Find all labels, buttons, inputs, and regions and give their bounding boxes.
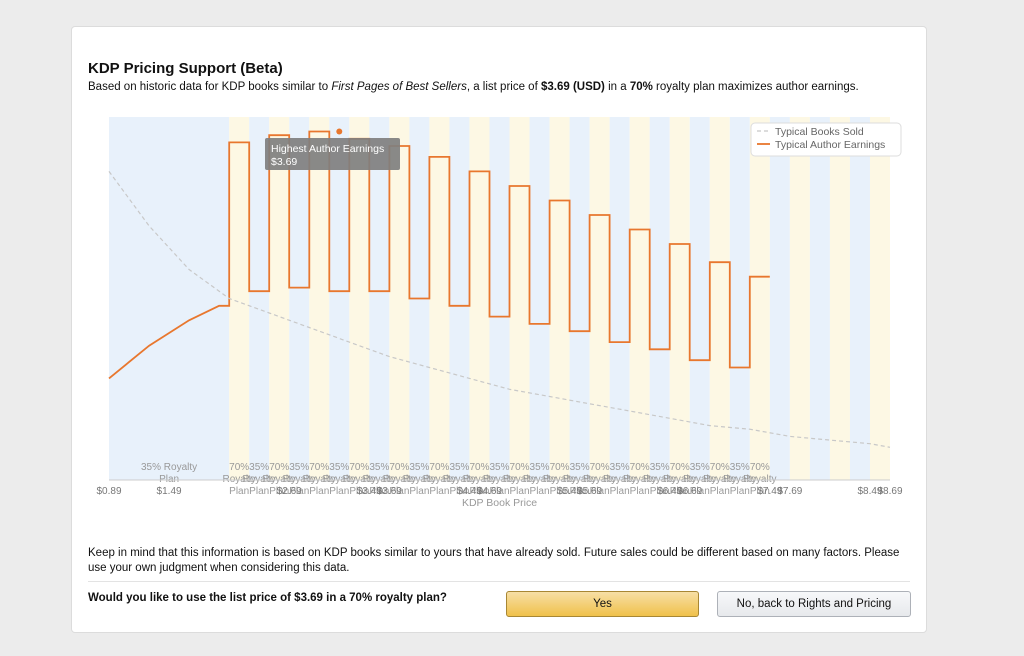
x-tick-label: $4.49 xyxy=(457,486,482,497)
royalty-band xyxy=(669,117,690,480)
divider xyxy=(88,581,910,582)
x-tick-label: $0.89 xyxy=(96,486,121,497)
royalty-band xyxy=(249,117,270,480)
x-tick-label: $2.69 xyxy=(277,486,302,497)
royalty-band xyxy=(709,117,730,480)
confirm-question: Would you like to use the list price of … xyxy=(88,592,447,604)
royalty-band xyxy=(609,117,630,480)
royalty-band xyxy=(789,117,810,480)
royalty-band xyxy=(489,117,510,480)
disclaimer-text: Keep in mind that this information is ba… xyxy=(88,547,900,574)
legend-item[interactable]: Typical Books Sold xyxy=(775,126,864,138)
x-axis-title: KDP Book Price xyxy=(462,497,537,509)
royalty-band xyxy=(229,117,250,480)
royalty-band xyxy=(729,117,750,480)
royalty-band xyxy=(749,117,770,480)
tooltip-value: $3.69 xyxy=(271,156,297,168)
x-tick-label: $5.49 xyxy=(557,486,582,497)
royalty-band xyxy=(649,117,670,480)
dialog-subtitle: Based on historic data for KDP books sim… xyxy=(88,81,908,93)
x-tick-label: $8.69 xyxy=(877,486,902,497)
subtitle-suffix: royalty plan maximizes author earnings. xyxy=(652,81,859,93)
royalty-band xyxy=(469,117,490,480)
x-tick-label: $3.69 xyxy=(377,486,402,497)
royalty-band xyxy=(549,117,570,480)
royalty-band xyxy=(849,117,870,480)
author-earnings-line xyxy=(108,130,770,380)
royalty-band xyxy=(429,117,450,480)
royalty-band xyxy=(309,117,330,480)
x-tick-label: $6.49 xyxy=(657,486,682,497)
x-tick-label: $3.49 xyxy=(357,486,382,497)
pricing-support-dialog: KDP Pricing Support (Beta) Based on hist… xyxy=(72,27,926,632)
royalty-band xyxy=(509,117,530,480)
royalty-band xyxy=(809,117,830,480)
subtitle-mid: , a list price of xyxy=(466,81,541,93)
royalty-band xyxy=(769,117,790,480)
highest-earnings-marker[interactable] xyxy=(336,128,343,135)
dialog-title: KDP Pricing Support (Beta) xyxy=(88,60,283,77)
subtitle-plan: 70% xyxy=(629,81,653,93)
royalty-band xyxy=(869,117,890,480)
royalty-band xyxy=(529,117,550,480)
legend-box xyxy=(750,122,902,157)
royalty-band xyxy=(349,117,370,480)
tooltip-box xyxy=(265,138,400,170)
royalty-band xyxy=(589,117,610,480)
x-tick-label: $5.69 xyxy=(577,486,602,497)
royalty-band xyxy=(269,117,290,480)
subtitle-prefix: Based on historic data for KDP books sim… xyxy=(88,81,332,93)
royalty-band xyxy=(569,117,590,480)
x-tick-label: $7.49 xyxy=(757,486,782,497)
x-tick-label: $1.49 xyxy=(157,486,182,497)
x-tick-label: $4.69 xyxy=(477,486,502,497)
royalty-band xyxy=(449,117,470,480)
royalty-band xyxy=(689,117,710,480)
royalty-band xyxy=(289,117,310,480)
royalty-band xyxy=(829,117,850,480)
books-sold-line xyxy=(108,171,891,448)
subtitle-price: $3.69 (USD) xyxy=(540,81,605,93)
royalty-band xyxy=(109,117,230,480)
x-tick-label: $8.49 xyxy=(857,486,882,497)
subtitle-mid: in a xyxy=(604,81,630,93)
yes-button[interactable]: Yes xyxy=(506,591,699,617)
legend-item[interactable]: Typical Author Earnings xyxy=(775,139,885,151)
tooltip-label: Highest Author Earnings xyxy=(271,143,384,155)
royalty-band xyxy=(389,117,410,480)
royalty-band xyxy=(369,117,390,480)
royalty-band xyxy=(629,117,650,480)
x-tick-label: $7.69 xyxy=(777,486,802,497)
subtitle-book-title: First Pages of Best Sellers xyxy=(331,81,467,93)
back-to-rights-and-pricing-button[interactable]: No, back to Rights and Pricing xyxy=(717,591,911,617)
x-tick-label: $6.69 xyxy=(677,486,702,497)
royalty-band xyxy=(329,117,350,480)
